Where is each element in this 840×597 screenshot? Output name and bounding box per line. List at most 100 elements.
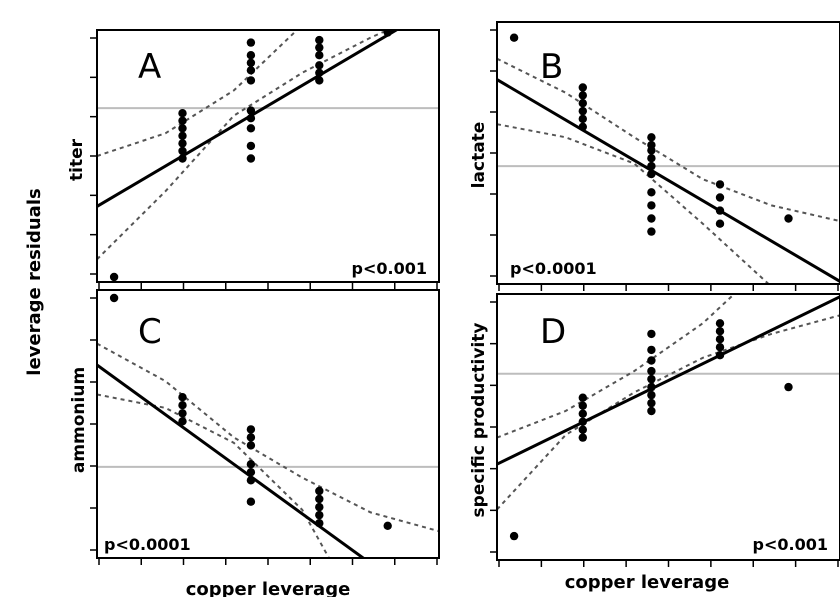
panel-d-ylabel: specific productivity	[469, 323, 489, 518]
panel-a-point	[178, 139, 187, 148]
panel-a-point	[315, 51, 324, 60]
panel-c-point	[178, 417, 187, 426]
panel-a-point	[178, 154, 187, 163]
panel-b-point	[784, 214, 793, 223]
x-axis-label-left: copper leverage	[186, 579, 351, 597]
panel-c-point	[315, 502, 324, 512]
panel-b-point	[715, 219, 725, 228]
panel-c-point	[315, 519, 324, 528]
panel-c-point	[246, 425, 256, 434]
panel-b-ci-upper	[497, 57, 840, 223]
panel-a-ylabel: titer	[67, 138, 87, 181]
panel-b-point	[647, 214, 656, 223]
panel-b-point	[647, 188, 656, 197]
panel-a-point	[246, 106, 256, 115]
panel-d-point	[578, 409, 587, 418]
panel-a-point	[246, 124, 256, 133]
panel-d-point	[647, 390, 656, 400]
panel-d-point	[578, 417, 587, 426]
panel-d: Dp<0.001 specific productivity	[469, 293, 840, 567]
panel-d-point	[647, 345, 656, 355]
panel-d-fit-line	[497, 295, 840, 466]
panel-a-letter: A	[138, 47, 161, 87]
panel-b-point	[715, 180, 725, 189]
panel-a-fit-line	[97, 30, 400, 208]
panel-d-pvalue: p<0.001	[753, 535, 828, 554]
panel-d-point	[647, 329, 656, 339]
panel-b: Bp<0.0001 lactate	[469, 21, 840, 291]
x-axis-label-right: copper leverage	[565, 572, 730, 593]
panel-a-point	[315, 61, 324, 70]
panel-c-point	[315, 494, 324, 504]
panel-b-point	[578, 106, 587, 116]
panel-b-ylabel: lactate	[469, 122, 489, 189]
panel-d-point	[578, 401, 587, 410]
panel-a-point	[315, 35, 324, 45]
panel-a-plot-area	[97, 30, 439, 282]
panel-d-point	[647, 398, 656, 408]
panel-d-point	[578, 393, 587, 402]
panel-b-point	[715, 206, 725, 215]
panel-c-ci-upper	[97, 342, 439, 533]
panel-d-point	[715, 335, 725, 344]
panel-b-point	[578, 83, 587, 92]
panel-c-point	[178, 401, 187, 410]
panel-d-point	[784, 382, 793, 392]
panel-c-point	[315, 486, 324, 496]
panel-c-point	[246, 433, 256, 442]
panel-a: Ap<0.001 titer	[67, 29, 440, 289]
panel-a-point	[246, 51, 256, 60]
panel-b-plot-area	[497, 33, 840, 284]
panel-d-point	[578, 425, 587, 434]
panel-a-point	[178, 146, 187, 156]
panel-c: Cp<0.0001 ammonium	[69, 289, 440, 565]
panel-a-point	[178, 124, 187, 133]
panel-c-point	[315, 510, 324, 520]
panel-c-point	[246, 476, 256, 485]
panel-a-point	[246, 76, 256, 85]
panel-a-point	[246, 154, 256, 163]
panel-d-point	[509, 531, 519, 541]
panel-d-point	[647, 374, 656, 384]
panel-d-point	[647, 356, 656, 365]
shared-y-axis-label: leverage residuals	[24, 188, 45, 375]
panel-d-point	[715, 343, 725, 352]
panel-b-pvalue: p<0.0001	[510, 259, 597, 278]
panel-a-point	[315, 76, 324, 85]
panel-b-point	[647, 201, 656, 210]
panel-a-point	[246, 141, 256, 151]
panel-a-point	[246, 58, 256, 67]
panel-c-point	[246, 497, 256, 506]
panel-b-point	[647, 169, 656, 179]
panel-c-point	[246, 460, 256, 469]
panel-a-ci-lower	[97, 30, 391, 261]
panel-b-point	[647, 161, 656, 171]
panel-d-point	[578, 433, 587, 442]
panel-d-point	[715, 319, 725, 328]
panel-c-point	[246, 468, 256, 477]
panel-b-point	[647, 154, 656, 163]
panel-b-point	[647, 227, 656, 236]
panel-d-point	[647, 382, 656, 392]
panel-b-point	[647, 133, 656, 142]
panel-c-plot-area	[97, 293, 439, 558]
panels: Ap<0.001 titer Bp<0.0001 lactate Cp<0.0001 am…	[67, 21, 840, 567]
panel-a-point	[109, 272, 119, 282]
panel-a-point	[383, 30, 392, 37]
panel-d-letter: D	[540, 312, 566, 352]
panel-c-point	[178, 393, 187, 402]
panel-b-point	[509, 33, 519, 42]
panel-c-point	[383, 521, 392, 530]
panel-d-ci-upper	[497, 294, 736, 439]
panel-c-pvalue: p<0.0001	[104, 535, 191, 554]
panel-a-point	[246, 38, 256, 47]
panel-c-point	[246, 441, 256, 450]
panel-c-ci-lower	[97, 393, 331, 558]
panel-b-point	[578, 91, 587, 100]
panel-a-point	[246, 66, 256, 75]
panel-a-pvalue: p<0.001	[352, 259, 427, 278]
panel-c-point	[178, 409, 187, 418]
panel-d-point	[715, 327, 725, 336]
panel-b-point	[647, 140, 656, 150]
